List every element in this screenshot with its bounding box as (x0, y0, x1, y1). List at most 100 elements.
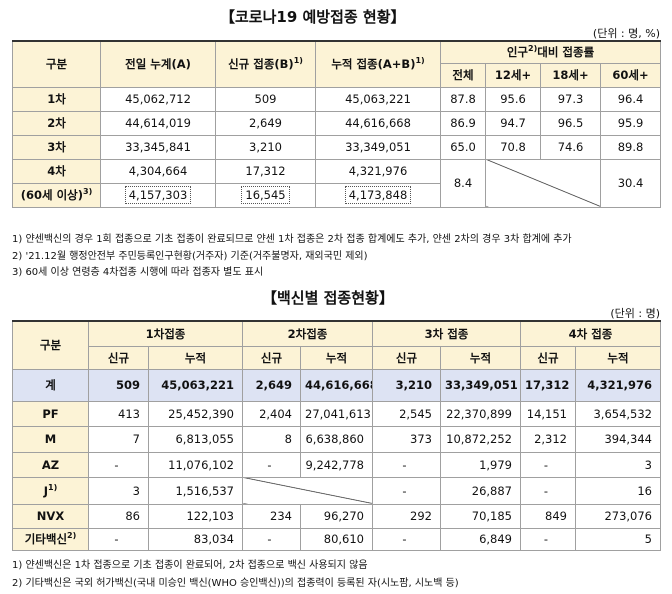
label-text: 기타백신 (24, 532, 68, 546)
table: 구분 전일 누계(A) 신규 접종(B)1) 누적 접종(A+B)1) 인구2)대비 접… (12, 40, 661, 208)
cell: 45,062,712 (100, 86, 216, 112)
header-cell: 누적 (300, 345, 373, 370)
cell: 4,321,976 (575, 368, 661, 402)
header-cell: 구분 (12, 320, 89, 370)
header-row: 구분 1차접종 2차접종 3차 접종 4차 접종 (12, 320, 661, 370)
cell: 509 (88, 368, 149, 402)
header-text: 인구 (506, 45, 529, 60)
label-text: M (44, 432, 57, 446)
footnote-ref: 1) (48, 483, 58, 493)
row-label: M (12, 425, 89, 453)
cell: 4,173,848 (315, 182, 441, 208)
cell: 44,614,019 (100, 110, 216, 136)
label-text: 누적 접종(A+B) (331, 57, 416, 72)
cell: 2,404 (242, 400, 301, 427)
cell: 74.6 (540, 134, 601, 160)
cell-box: 16,545 (241, 186, 290, 204)
cell: 86 (88, 503, 149, 529)
diagonal-cell (485, 158, 601, 208)
cell: 65.0 (440, 134, 486, 160)
header-cell: 신규 접종(B)1) (215, 40, 316, 88)
label-text: PF (42, 406, 59, 421)
cell: 33,345,841 (100, 134, 216, 160)
cell: - (88, 451, 149, 478)
row-label: NVX (12, 503, 89, 529)
cell: 3 (575, 451, 661, 478)
cell: 96.4 (600, 86, 661, 112)
label-text: 1차 (47, 92, 66, 106)
header-row: 전체 12세+ 18세+ 60세+ (13, 62, 661, 88)
header-cell: 누적 (440, 345, 521, 370)
header-cell: 3차 접종 (372, 320, 521, 347)
header-cell: 전일 누계(A) (100, 40, 216, 88)
cell: 7 (88, 425, 149, 453)
cell: 97.3 (540, 86, 601, 112)
cell: 4,157,303 (100, 182, 216, 208)
label-text: AZ (41, 457, 60, 472)
header-cell: 60세+ (600, 62, 661, 88)
header-row: 구분 전일 누계(A) 신규 접종(B)1) 누적 접종(A+B)1) 인구2)대비 접… (12, 40, 661, 88)
cell: - (242, 527, 301, 551)
cell: 17,312 (520, 368, 576, 402)
cell: 5 (575, 527, 661, 551)
row-label: (60세 이상)3) (12, 182, 101, 208)
label-text: 신규 접종(B) (228, 57, 294, 72)
cell: 413 (88, 400, 149, 427)
header-text: 대비 접종률 (537, 45, 595, 60)
label-text: 4차 (47, 164, 66, 178)
row-label: J1) (12, 476, 89, 505)
cell: 2,649 (242, 368, 301, 402)
cell: 44,616,668 (315, 110, 441, 136)
cell-box: 4,173,848 (344, 186, 412, 204)
cell: 1,516,537 (148, 476, 243, 505)
cell: - (88, 527, 149, 551)
footnote: 1) 얀센백신의 경우 1회 접종으로 기초 접종이 완료되므로 얀센 1차 접… (12, 234, 572, 245)
cell: 22,370,899 (440, 400, 521, 427)
header-cell: 4차 접종 (520, 320, 661, 347)
header-row: 신규 누적 신규 누적 신규 누적 신규 누적 (13, 345, 661, 370)
cell: 25,452,390 (148, 400, 243, 427)
header-cell: 신규 (242, 345, 301, 370)
header-cell: 신규 (520, 345, 576, 370)
footnote-ref: 1) (415, 56, 425, 66)
row: M 7 6,813,055 8 6,638,860 373 10,872,252 2,312 3… (12, 425, 661, 453)
cell: 4,321,976 (315, 158, 441, 184)
row: 1차 45,062,712 509 45,063,221 87.8 95.6 97.3 96.… (12, 86, 661, 112)
header-cell: 18세+ (540, 62, 601, 88)
cell: 89.8 (600, 134, 661, 160)
cell: 373 (372, 425, 441, 453)
header-cell: 구분 (12, 40, 101, 88)
label-text: NVX (36, 509, 65, 523)
cell: 16 (575, 476, 661, 505)
cell: 6,638,860 (300, 425, 373, 453)
cell: 2,649 (215, 110, 316, 136)
cell: - (520, 476, 576, 505)
cell: 2,312 (520, 425, 576, 453)
cell: 3,654,532 (575, 400, 661, 427)
unit: (단위 : 명, %) (592, 27, 660, 40)
footnote-ref: 2) (528, 44, 538, 54)
header-cell: 인구2)대비 접종률 (440, 40, 661, 64)
unit: (단위 : 명) (610, 307, 660, 320)
header-cell: 신규 (88, 345, 149, 370)
row: J1) 3 1,516,537-26,887-16 (12, 476, 661, 505)
label-text: 계 (45, 378, 56, 392)
label-text: J (43, 483, 49, 498)
cell: 8 (242, 425, 301, 453)
row-label: AZ (12, 451, 89, 478)
diagonal-cell (242, 476, 373, 505)
cell: 3,210 (372, 368, 441, 402)
row-label: 4차 (12, 158, 101, 184)
cell: 87.8 (440, 86, 486, 112)
footnote: 2) 기타백신은 국외 허가백신(국내 미승인 백신(WHO 승인백신))의 접… (12, 578, 459, 589)
cell: - (242, 451, 301, 478)
footnote: 2) '21.12월 행정안전부 주민등록인구현황(거주자) 기준(거주불명자,… (12, 250, 368, 262)
cell: 3,210 (215, 134, 316, 160)
footnote-ref: 3) (83, 187, 93, 197)
header-cell: 누적 (148, 345, 243, 370)
row: 2차 44,614,019 2,649 44,616,668 86.9 94.7 96.5 9… (12, 110, 661, 136)
header-cell: 누적 접종(A+B)1) (315, 40, 441, 88)
row: AZ -11,076,102-9,242,778-1,979-3 (12, 451, 661, 478)
